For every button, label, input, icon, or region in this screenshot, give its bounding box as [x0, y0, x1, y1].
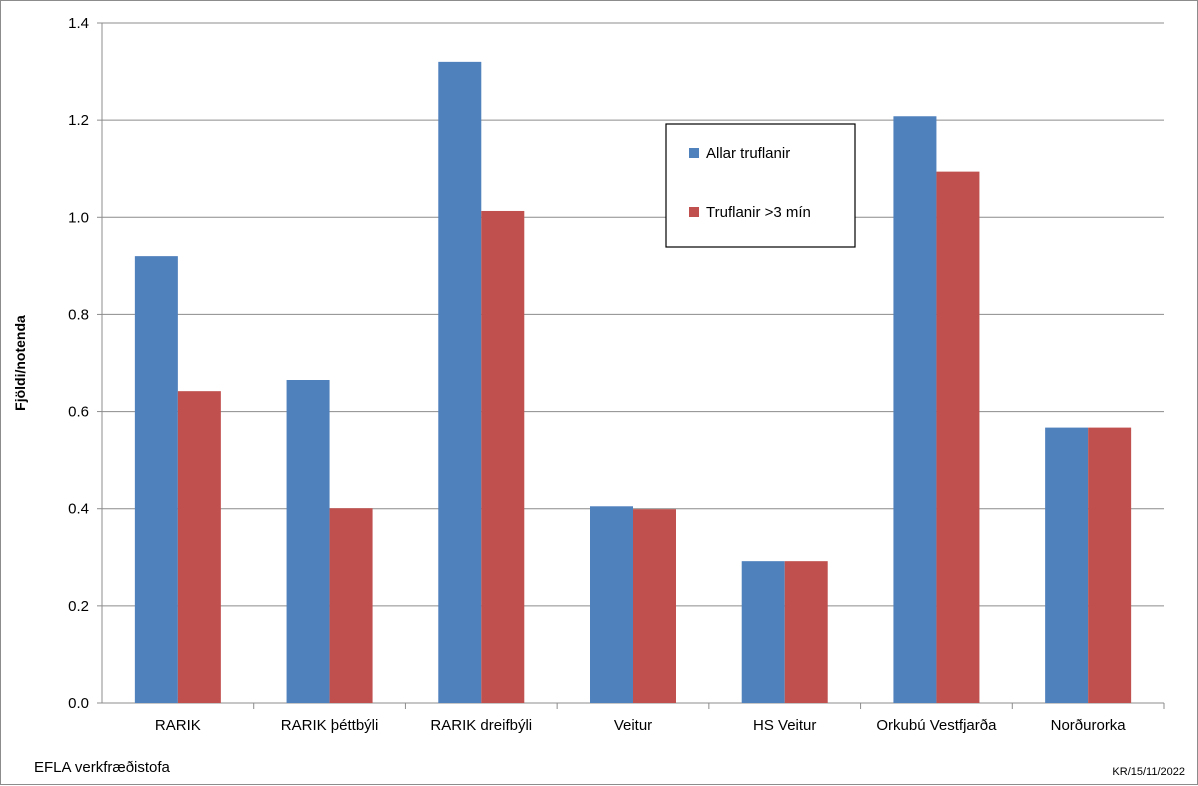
x-tick-label: RARIK: [155, 717, 201, 734]
footer-credit: EFLA verkfræðistofa: [34, 759, 170, 776]
bar: [177, 391, 221, 703]
y-tick-label: 0.0: [68, 695, 89, 712]
y-tick-label: 0.2: [68, 598, 89, 615]
x-tick-label: HS Veitur: [753, 717, 816, 734]
legend-swatch: [689, 207, 699, 217]
y-tick-label: 0.4: [68, 501, 89, 518]
x-tick-label: RARIK dreifbýli: [430, 717, 532, 734]
legend-swatch: [689, 148, 699, 158]
legend-box: [665, 123, 856, 248]
bar: [481, 210, 525, 703]
bar: [134, 256, 178, 703]
bar: [329, 508, 373, 703]
footer-date-code: KR/15/11/2022: [1112, 766, 1185, 778]
y-tick-label: 0.8: [68, 306, 89, 323]
bar: [438, 61, 482, 704]
bar: [784, 561, 828, 703]
y-tick-label: 1.2: [68, 112, 89, 129]
bar: [1045, 427, 1089, 703]
bar: [590, 506, 633, 703]
x-tick-label: Norðurorka: [1051, 717, 1127, 734]
bar: [893, 116, 937, 703]
bar: [1088, 427, 1132, 703]
bar: [286, 380, 330, 703]
bar: [741, 561, 785, 703]
x-tick-label: Orkubú Vestfjarða: [876, 717, 997, 734]
y-tick-label: 1.4: [68, 15, 89, 32]
y-tick-label: 0.6: [68, 404, 89, 421]
y-tick-label: 1.0: [68, 209, 89, 226]
bar: [936, 171, 980, 704]
y-axis-title: Fjöldi/notenda: [12, 315, 28, 411]
legend-label: Truflanir >3 mín: [706, 204, 811, 221]
x-tick-label: Veitur: [614, 717, 652, 734]
bar: [633, 509, 676, 703]
x-tick-label: RARIK þéttbýli: [281, 717, 379, 734]
legend-label: Allar truflanir: [706, 145, 790, 162]
